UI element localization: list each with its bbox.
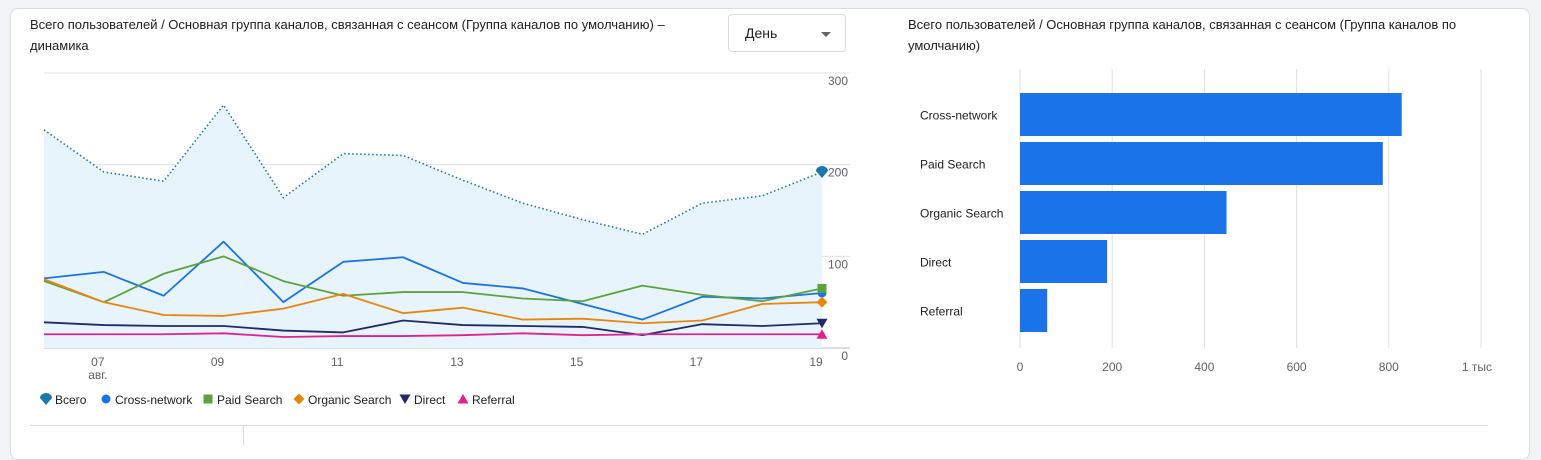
card-divider-vertical	[243, 425, 244, 445]
legend-marker-paid-search	[203, 394, 213, 404]
line-chart-x-tick: 09	[211, 355, 225, 369]
line-chart-x-tick: 17	[690, 355, 704, 369]
legend-marker-organic-search	[293, 393, 305, 405]
line-chart-x-tick: 13	[450, 355, 464, 369]
bar-label-organic-search: Organic Search	[920, 207, 1003, 221]
line-chart-x-tick: 11	[331, 355, 344, 369]
legend-item-total: Всего	[55, 393, 87, 407]
bar-chart-title: Всего пользователей / Основная группа ка…	[908, 17, 1457, 53]
bar-chart-x-tick: 600	[1287, 360, 1307, 374]
card-divider	[30, 425, 1488, 426]
bar-label-direct: Direct	[920, 256, 952, 270]
line-chart-y-tick: 0	[841, 349, 848, 363]
legend-marker-referral	[457, 394, 469, 404]
bar-label-paid-search: Paid Search	[920, 158, 985, 172]
series-end-marker-direct	[816, 318, 828, 329]
line-chart-y-tick: 300	[828, 74, 848, 88]
line-chart-x-tick: 19	[809, 355, 823, 369]
charts-canvas: 300 200 100 0 07 09 11 13 15 17 19 авг.Всего Cross-n…	[40, 69, 1492, 407]
series-end-marker-referral	[816, 329, 828, 339]
legend-item-referral: Referral	[472, 393, 515, 407]
legend-marker-total	[40, 393, 52, 405]
bar-chart-x-tick: 400	[1194, 360, 1214, 374]
bar-paid-search	[1020, 142, 1383, 185]
interval-dropdown-label: День	[745, 25, 778, 41]
series-end-marker-organic-search	[816, 296, 828, 308]
series-end-marker-paid-search	[817, 283, 827, 293]
bar-direct	[1020, 240, 1108, 283]
bar-referral	[1020, 289, 1048, 332]
series-line-referral	[44, 332, 822, 338]
line-chart-title: Всего пользователей / Основная группа ка…	[30, 17, 665, 53]
bar-chart-x-tick: 800	[1379, 360, 1399, 374]
series-line-direct	[43, 319, 823, 337]
bar-label-cross-network: Cross-network	[920, 109, 998, 123]
total-area	[44, 105, 822, 348]
bar-organic-search	[1020, 191, 1227, 234]
series-line-organic-search	[43, 278, 823, 325]
line-chart-x-tick: 15	[570, 355, 584, 369]
chevron-down-icon	[821, 32, 831, 37]
legend-item-paid-search: Paid Search	[217, 393, 282, 407]
line-chart-x-tick: 07	[91, 355, 105, 369]
legend-marker-direct	[399, 394, 411, 404]
bar-chart-x-tick: 200	[1102, 360, 1122, 374]
line-chart-y-tick: 200	[828, 166, 848, 180]
legend-item-cross-network: Cross-network	[115, 393, 193, 407]
bar-chart-x-tick: 0	[1017, 360, 1024, 374]
line-chart-y-tick: 100	[828, 257, 848, 271]
series-line-cross-network	[43, 240, 823, 321]
series-end-marker-total	[816, 166, 828, 178]
line-chart-x-sub: авг.	[88, 368, 107, 382]
legend-item-organic-search: Organic Search	[308, 393, 391, 407]
bar-chart-x-tick: 1 тыс	[1462, 360, 1492, 374]
bar-cross-network	[1020, 93, 1402, 136]
legend-marker-cross-network	[101, 394, 111, 404]
series-line-paid-search	[43, 255, 823, 304]
interval-dropdown[interactable]: День	[728, 14, 846, 52]
bar-label-referral: Referral	[920, 305, 963, 319]
legend-item-direct: Direct	[414, 393, 446, 407]
